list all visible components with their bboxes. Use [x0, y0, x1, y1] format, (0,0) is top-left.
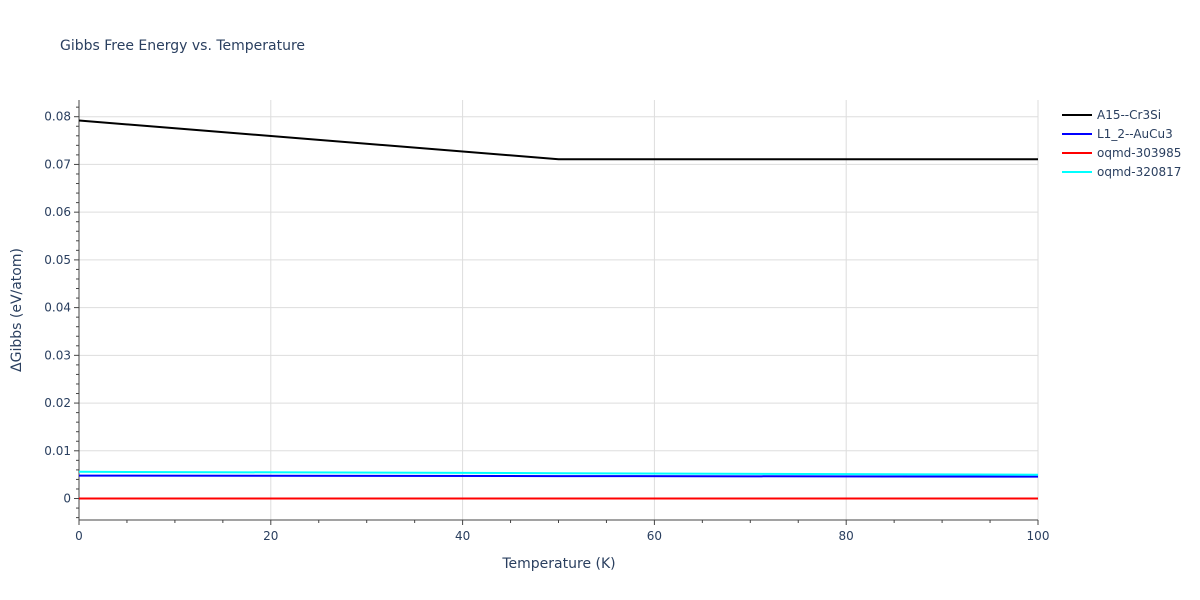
x-axis-title: Temperature (K): [501, 556, 615, 572]
x-tick-labels: 0 20 40 60 80 100: [75, 529, 1049, 543]
y-axis-title: ΔGibbs (eV/atom): [9, 248, 25, 372]
y-tick-label: 0: [63, 492, 71, 506]
y-tick-label: 0.05: [44, 253, 71, 267]
x-tick-label: 40: [455, 529, 470, 543]
x-tick-label: 60: [647, 529, 662, 543]
axes: [74, 100, 1039, 525]
series-line-oqmd-320817: [78, 470, 1039, 476]
chart-title: Gibbs Free Energy vs. Temperature: [60, 38, 305, 54]
y-tick-label: 0.04: [44, 301, 71, 315]
y-tick-label: 0.07: [44, 157, 71, 171]
x-tick-label: 0: [75, 529, 83, 543]
legend-label: oqmd-320817: [1097, 165, 1181, 179]
legend-label: A15--Cr3Si: [1097, 108, 1161, 122]
series-lines: [78, 119, 1039, 500]
legend-label: L1_2--AuCu3: [1097, 127, 1173, 141]
x-tick-label: 100: [1027, 529, 1050, 543]
series-line-A15--Cr3Si: [78, 119, 1038, 161]
grid-lines: [79, 100, 1039, 520]
y-tick-label: 0.08: [44, 110, 71, 124]
legend[interactable]: A15--Cr3Si L1_2--AuCu3 oqmd-303985 oqmd-320…: [1062, 108, 1181, 179]
y-tick-labels: 0 0.01 0.02 0.03 0.04 0.05 0.06 0.07 0.08: [44, 110, 71, 506]
x-tick-label: 80: [839, 529, 854, 543]
series-line-L1_2--AuCu3: [78, 474, 1039, 478]
y-tick-label: 0.01: [44, 444, 71, 458]
y-tick-label: 0.03: [44, 348, 71, 362]
y-tick-label: 0.02: [44, 396, 71, 410]
x-tick-label: 20: [263, 529, 278, 543]
y-tick-label: 0.06: [44, 205, 71, 219]
legend-label: oqmd-303985: [1097, 146, 1181, 160]
